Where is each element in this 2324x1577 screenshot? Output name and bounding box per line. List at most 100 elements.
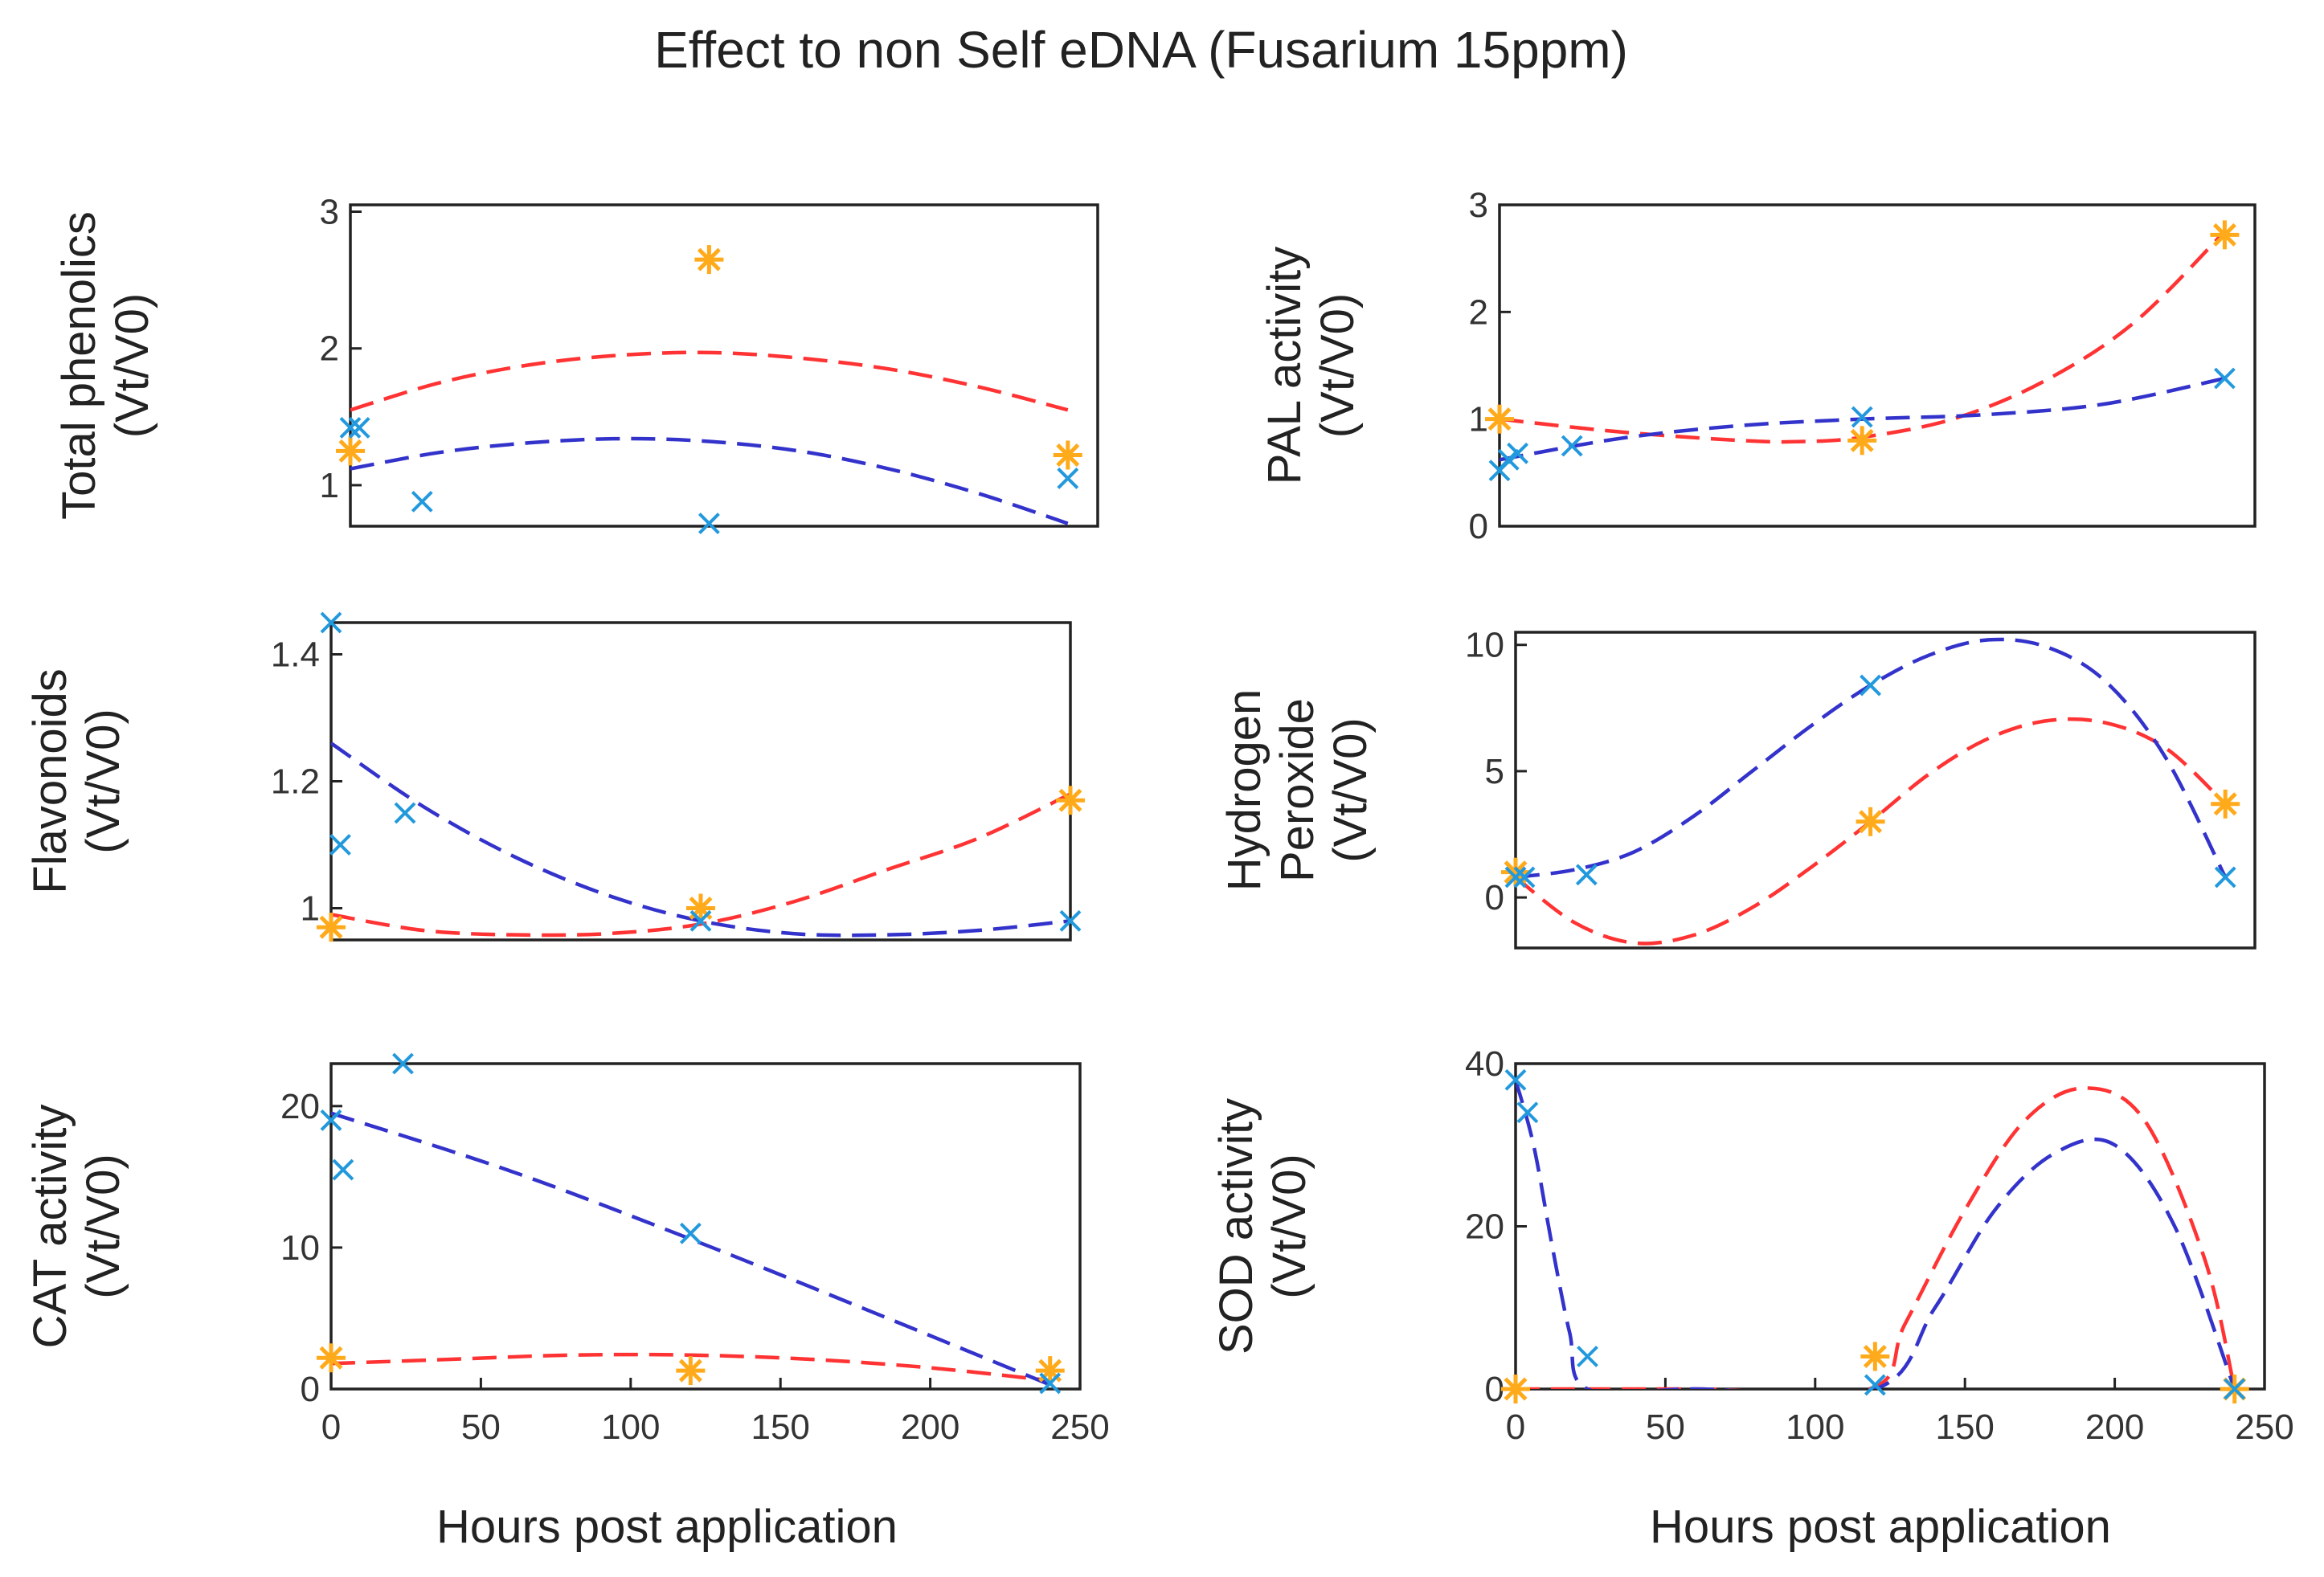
y-tick-label: 1.2 xyxy=(271,762,320,802)
y-axis-label-line: Peroxide xyxy=(1271,698,1324,882)
y-tick-label: 20 xyxy=(1465,1207,1504,1247)
x-marker xyxy=(679,1222,702,1244)
y-axis-label-line: (Vt/V0) xyxy=(77,1154,129,1299)
y-axis-label-line: Hydrogen xyxy=(1218,689,1270,891)
x-marker xyxy=(411,490,433,513)
star-marker xyxy=(1485,404,1514,434)
star-marker xyxy=(317,913,346,942)
x-marker xyxy=(1561,435,1583,457)
x-marker xyxy=(2214,866,2236,889)
y-tick-label: 10 xyxy=(280,1228,320,1268)
y-tick-label: 20 xyxy=(280,1087,320,1126)
y-tick-label: 1 xyxy=(301,889,320,929)
y-tick-label: 0 xyxy=(301,1370,320,1409)
star-marker xyxy=(1847,426,1877,456)
y-tick-label: 2 xyxy=(320,329,339,369)
fit-line-red-fit xyxy=(350,350,1069,412)
x-marker xyxy=(392,1052,414,1075)
x-marker xyxy=(1039,1372,1062,1395)
x-marker xyxy=(1864,1374,1886,1396)
x-marker xyxy=(1497,448,1520,471)
figure-title: Effect to non Self eDNA (Fusarium 15ppm) xyxy=(654,21,1628,79)
y-axis-label-line: (Vt/V0) xyxy=(1263,1154,1315,1299)
y-tick-label: 3 xyxy=(1469,186,1488,225)
x-marker xyxy=(1513,866,1536,889)
star-marker xyxy=(1856,807,1885,836)
x-tick-label: 200 xyxy=(2085,1407,2144,1447)
x-marker xyxy=(689,909,712,932)
chart-panel-1: 1 2 3 Total phenolics (Vt/V0) xyxy=(53,193,1099,535)
fit-line-blue-fit xyxy=(1516,1079,2236,1389)
plot-frame xyxy=(329,1062,1082,1391)
star-marker xyxy=(1860,1342,1890,1371)
star-marker xyxy=(2211,789,2240,819)
y-axis-label-line: (Vt/V0) xyxy=(1311,293,1364,439)
y-axis-label-line: (Vt/V0) xyxy=(77,709,129,854)
x-tick-label: 200 xyxy=(901,1407,959,1447)
plot-frame xyxy=(329,621,1072,942)
x-marker xyxy=(394,802,416,824)
x-marker xyxy=(348,417,370,439)
x-marker xyxy=(1516,1101,1539,1124)
x-marker xyxy=(329,834,351,856)
x-tick-label: 50 xyxy=(1646,1407,1685,1447)
x-marker xyxy=(320,1109,342,1131)
fit-line-blue-fit xyxy=(1516,637,2228,880)
y-tick-label: 2 xyxy=(1469,292,1488,332)
y-axis-label-line: (Vt/V0) xyxy=(1324,717,1377,863)
y-axis-label-line: SOD activity xyxy=(1210,1098,1262,1354)
x-marker xyxy=(1577,1346,1598,1367)
x-marker xyxy=(1507,442,1528,464)
y-axis-label-line: Flavonoids xyxy=(24,668,76,893)
y-tick-label: 3 xyxy=(320,193,339,232)
x-marker xyxy=(1057,468,1079,489)
x-marker xyxy=(698,513,720,535)
x-tick-label: 0 xyxy=(321,1407,341,1447)
chart-panel-2: 0 1 2 3 PAL activity (Vt/V0) xyxy=(1258,186,2256,546)
x-marker xyxy=(320,611,342,634)
plot-frame xyxy=(1514,631,2256,950)
x-tick-label: 50 xyxy=(461,1407,501,1447)
y-tick-label: 1.4 xyxy=(271,635,320,675)
x-marker xyxy=(339,417,362,439)
x-tick-label: 150 xyxy=(751,1407,809,1447)
star-marker xyxy=(694,245,724,275)
x-marker xyxy=(1851,406,1873,428)
x-marker xyxy=(2224,1378,2246,1400)
y-tick-label: 10 xyxy=(1465,626,1504,665)
star-marker xyxy=(1501,1375,1530,1403)
plot-frame xyxy=(1514,1062,2266,1391)
x-marker xyxy=(1860,674,1882,697)
star-marker xyxy=(686,893,715,923)
x-marker xyxy=(1575,864,1598,886)
chart-panel-3: 1 1.2 1.4 Flavonoids (Vt/V0) xyxy=(24,611,1085,942)
x-tick-label: 100 xyxy=(601,1407,660,1447)
star-marker xyxy=(1056,786,1085,815)
y-axis-label-line: Total phenolics xyxy=(53,211,105,520)
x-tick-label: 0 xyxy=(1506,1407,1525,1447)
y-axis-label-line: (Vt/V0) xyxy=(106,293,158,439)
fit-line-blue-fit xyxy=(331,742,1070,938)
star-marker xyxy=(1035,1356,1065,1386)
y-tick-label: 0 xyxy=(1485,1370,1504,1409)
plot-frame xyxy=(1498,203,2256,528)
x-axis-label-left: Hours post application xyxy=(436,1501,898,1553)
star-marker xyxy=(317,1343,346,1373)
y-tick-label: 5 xyxy=(1485,752,1504,791)
x-marker xyxy=(1504,866,1527,889)
y-tick-label: 0 xyxy=(1485,878,1504,917)
fit-line-blue-fit xyxy=(331,1111,1051,1387)
x-marker xyxy=(1059,909,1082,932)
y-tick-label: 1 xyxy=(1469,400,1488,439)
y-tick-label: 1 xyxy=(320,466,339,505)
x-tick-label: 150 xyxy=(1935,1407,1994,1447)
plot-frame xyxy=(349,203,1099,528)
y-tick-label: 40 xyxy=(1465,1044,1504,1084)
fit-line-blue-fit xyxy=(350,436,1069,525)
x-axis-label-right: Hours post application xyxy=(1650,1501,2111,1553)
x-tick-label: 100 xyxy=(1786,1407,1844,1447)
star-marker xyxy=(1501,857,1530,887)
